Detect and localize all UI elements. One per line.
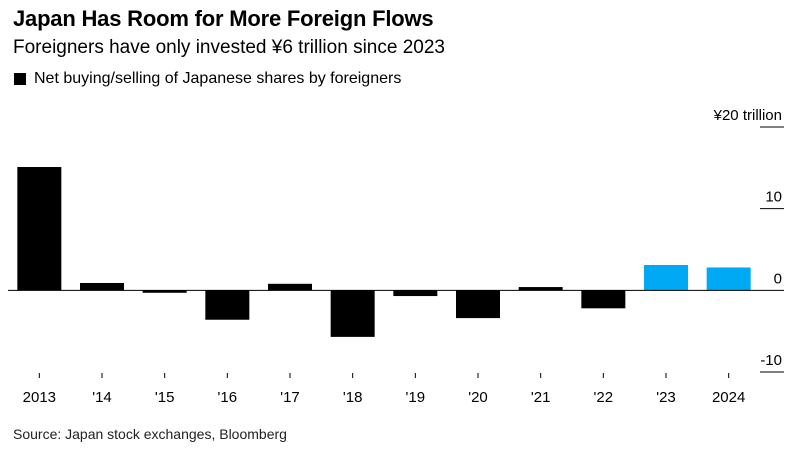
x-tick-label: 2013 [23,389,56,406]
bar-22 [581,290,626,309]
x-tick-label: '23 [656,389,676,406]
legend-swatch [14,73,26,85]
x-tick-label: '22 [594,389,614,406]
x-tick-label: '20 [468,389,488,406]
x-tick-label: '14 [92,389,112,406]
bar-18 [330,290,375,337]
x-tick-label: '21 [531,389,551,406]
bar-16 [205,290,250,320]
bar-21 [518,287,563,291]
bar-17 [268,283,312,291]
y-tick-label: 10 [765,189,782,206]
x-tick-label: '17 [280,389,300,406]
source-note: Source: Japan stock exchanges, Bloomberg [13,426,287,442]
bar-14 [80,282,124,291]
bar-15 [142,290,187,293]
bar-2024 [706,267,751,291]
bar-20 [456,290,500,319]
y-tick-label: -10 [760,352,782,369]
bar-19 [393,290,438,297]
x-tick-label: 2024 [712,389,745,406]
y-tick-label: 0 [774,270,782,287]
chart-title: Japan Has Room for More Foreign Flows [13,6,434,31]
x-tick-label: '16 [218,389,238,406]
y-tick-label: ¥20 trillion [713,107,782,124]
chart-subtitle: Foreigners have only invested ¥6 trillio… [13,37,445,58]
x-tick-label: '19 [406,389,426,406]
legend-label: Net buying/selling of Japanese shares by… [34,70,402,87]
x-tick-label: '18 [343,389,363,406]
legend: Net buying/selling of Japanese shares by… [14,70,401,88]
x-tick-label: '15 [155,389,175,406]
bar-23 [644,265,688,291]
bar-2013 [17,167,62,291]
